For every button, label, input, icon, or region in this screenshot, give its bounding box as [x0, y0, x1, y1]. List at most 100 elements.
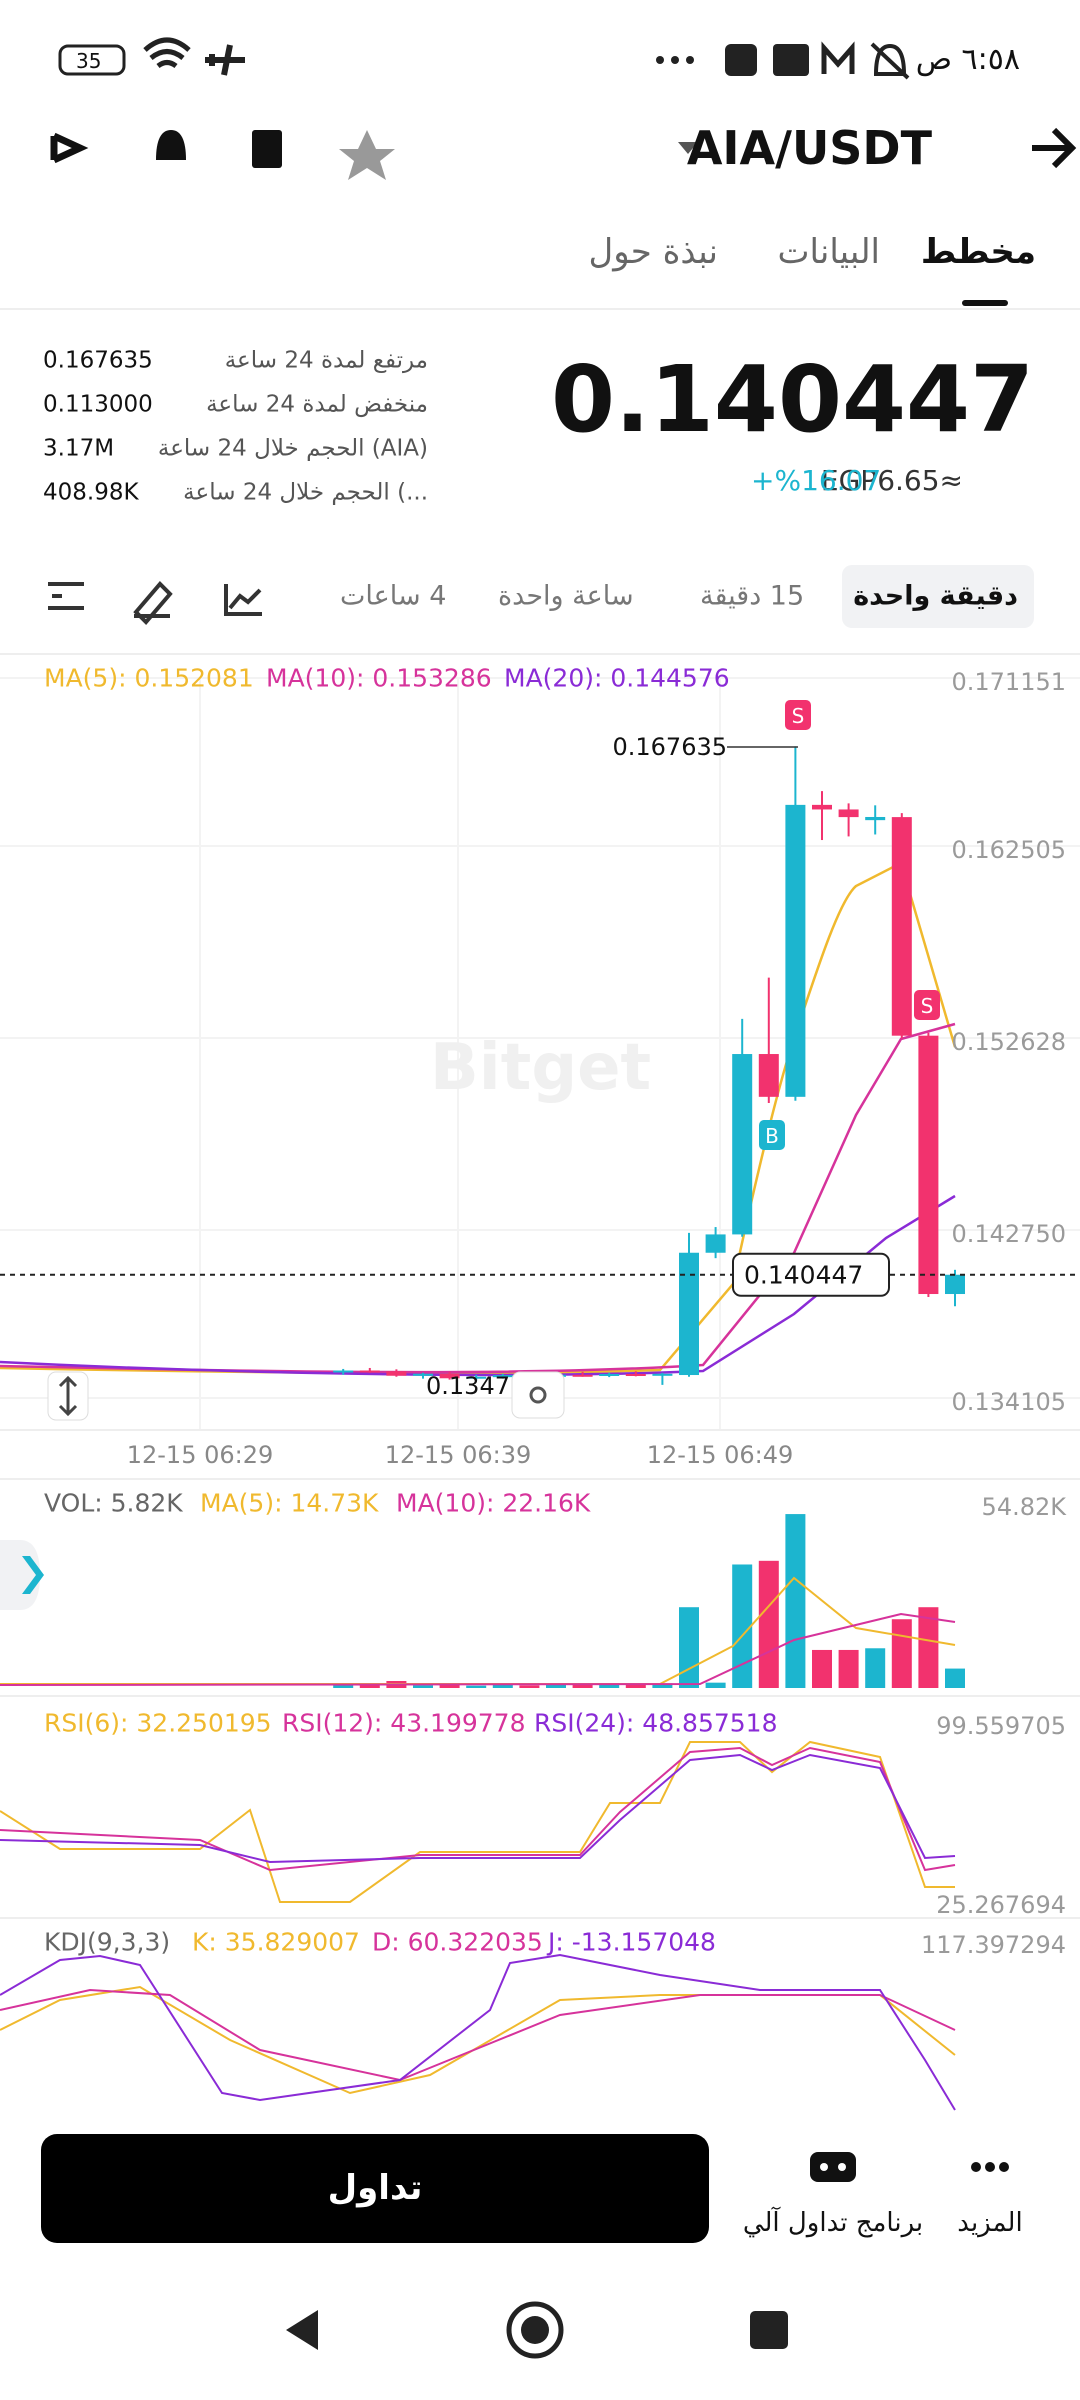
bot-label[interactable]: برنامج تداول آلي: [742, 2208, 924, 2238]
more-label[interactable]: المزيد: [957, 2208, 1023, 2238]
indicator-icon[interactable]: [224, 584, 262, 616]
volume-bar: [705, 1682, 726, 1688]
stat-label: الحجم خلال 24 ساعة (...: [183, 479, 428, 506]
volume-bar: [891, 1619, 912, 1688]
y-tick-label: 0.171151: [951, 668, 1066, 696]
sell-marker: [914, 990, 940, 1020]
volume-bar: [945, 1668, 965, 1688]
volume-bar: [439, 1684, 460, 1688]
candle-body: [705, 1234, 726, 1253]
stat-value: 0.167635: [43, 347, 153, 374]
volume-bar: [413, 1685, 433, 1688]
star-icon[interactable]: [339, 130, 395, 180]
kdj-label: D: 60.322035: [372, 1927, 543, 1957]
last-price-box[interactable]: [732, 1252, 890, 1297]
alert-icon[interactable]: [156, 130, 186, 160]
timeframe[interactable]: دقيقة واحدة: [853, 580, 1018, 612]
candle-body: [679, 1252, 699, 1376]
candle-body: [572, 1374, 593, 1377]
stat-label: منخفض لمدة 24 ساعة: [206, 391, 428, 418]
low-label: 0.1347: [426, 1372, 510, 1400]
timeframe[interactable]: ساعة واحدة: [498, 580, 634, 612]
scale-icon: [58, 1375, 78, 1417]
volume-bars: [333, 1514, 965, 1688]
settings-icon[interactable]: [48, 582, 84, 610]
volume-bar: [599, 1683, 620, 1688]
candle-body: [785, 804, 806, 1097]
x-label: 12-15 06:39: [384, 1441, 532, 1469]
kdj-label: J: -13.157048: [548, 1927, 716, 1957]
stat-value: 408.98K: [43, 479, 139, 506]
candle-body: [466, 1376, 487, 1379]
last-price-label: 0.140447: [744, 1260, 864, 1290]
volume-bar: [625, 1684, 646, 1688]
y-tick-label: 0.134105: [951, 1388, 1066, 1416]
candle-body: [439, 1373, 460, 1379]
trade-button[interactable]: [41, 2134, 709, 2243]
candle-body: [359, 1370, 380, 1373]
y-tick-label: 0.162505: [951, 836, 1066, 865]
candle-body: [945, 1274, 965, 1295]
kdj-d: [0, 1988, 956, 2082]
high-label: 0.167635: [612, 733, 727, 761]
timeframe[interactable]: 15 دقيقة: [700, 580, 805, 612]
share-icon[interactable]: [50, 132, 89, 164]
candle-body: [625, 1373, 646, 1376]
candle-body: [758, 1054, 779, 1097]
pair[interactable]: AIA/USDT: [686, 121, 932, 175]
rsi-bottom: 25.267694: [936, 1891, 1066, 1919]
eye-icon: [529, 1386, 547, 1404]
vol-label: MA(5): 14.73K: [200, 1488, 379, 1518]
vol-label: MA(10): 22.16K: [396, 1488, 591, 1518]
tab-active[interactable]: مخطط: [920, 232, 1036, 272]
dropdown-icon[interactable]: [678, 142, 698, 154]
volume-bar: [519, 1685, 540, 1688]
ma-label: MA(5): 0.152081: [44, 663, 254, 693]
volume-bar: [758, 1560, 779, 1688]
draw-icon[interactable]: [133, 581, 173, 625]
volume-bar: [466, 1685, 487, 1688]
dot: [686, 56, 694, 64]
nav-home[interactable]: [506, 2301, 564, 2359]
bot-icon[interactable]: [810, 2152, 856, 2182]
volume-bar: [918, 1607, 939, 1688]
rsi-label: RSI(12): 43.199778: [282, 1708, 526, 1738]
candle-body: [732, 1054, 753, 1235]
x-label: 12-15 06:29: [126, 1441, 274, 1469]
volume-bar: [546, 1684, 566, 1688]
bybit-icon: [773, 44, 809, 76]
stat-value: 0.113000: [43, 391, 153, 418]
wifi-icon: [143, 37, 191, 69]
trade-label[interactable]: تداول: [327, 2168, 423, 2208]
nav-recents[interactable]: [750, 2311, 788, 2349]
rsi24-line: [0, 1753, 956, 1864]
timeframe[interactable]: 4 ساعات: [340, 580, 447, 612]
back-arrow[interactable]: [1032, 127, 1077, 169]
candle-body: [891, 817, 912, 1036]
watermark: Bitget: [430, 1031, 652, 1105]
handle-icon: [22, 1556, 44, 1594]
timeframe-selected[interactable]: [842, 565, 1034, 628]
app-icon: [725, 44, 757, 76]
tab[interactable]: نبذة حول: [588, 232, 718, 272]
buy-marker: [759, 1120, 785, 1150]
more-icon[interactable]: [971, 2162, 981, 2172]
dot: [671, 56, 679, 64]
candle-body: [386, 1371, 407, 1376]
gmail-icon: [821, 41, 855, 74]
tab[interactable]: البيانات: [777, 232, 880, 272]
volume-bar: [812, 1649, 832, 1688]
stat-value: 3.17M: [43, 435, 115, 462]
eye-button[interactable]: [511, 1371, 565, 1419]
notes-icon[interactable]: [252, 130, 282, 168]
y-tick-label: 0.152628: [951, 1028, 1066, 1056]
rsi-label: RSI(24): 48.857518: [534, 1708, 778, 1738]
dot: [656, 56, 664, 64]
candle-body: [599, 1373, 620, 1376]
nav-back[interactable]: [286, 2310, 318, 2350]
side-handle[interactable]: [0, 1540, 40, 1610]
volume-bar: [652, 1683, 673, 1688]
volume-bar: [572, 1684, 593, 1688]
